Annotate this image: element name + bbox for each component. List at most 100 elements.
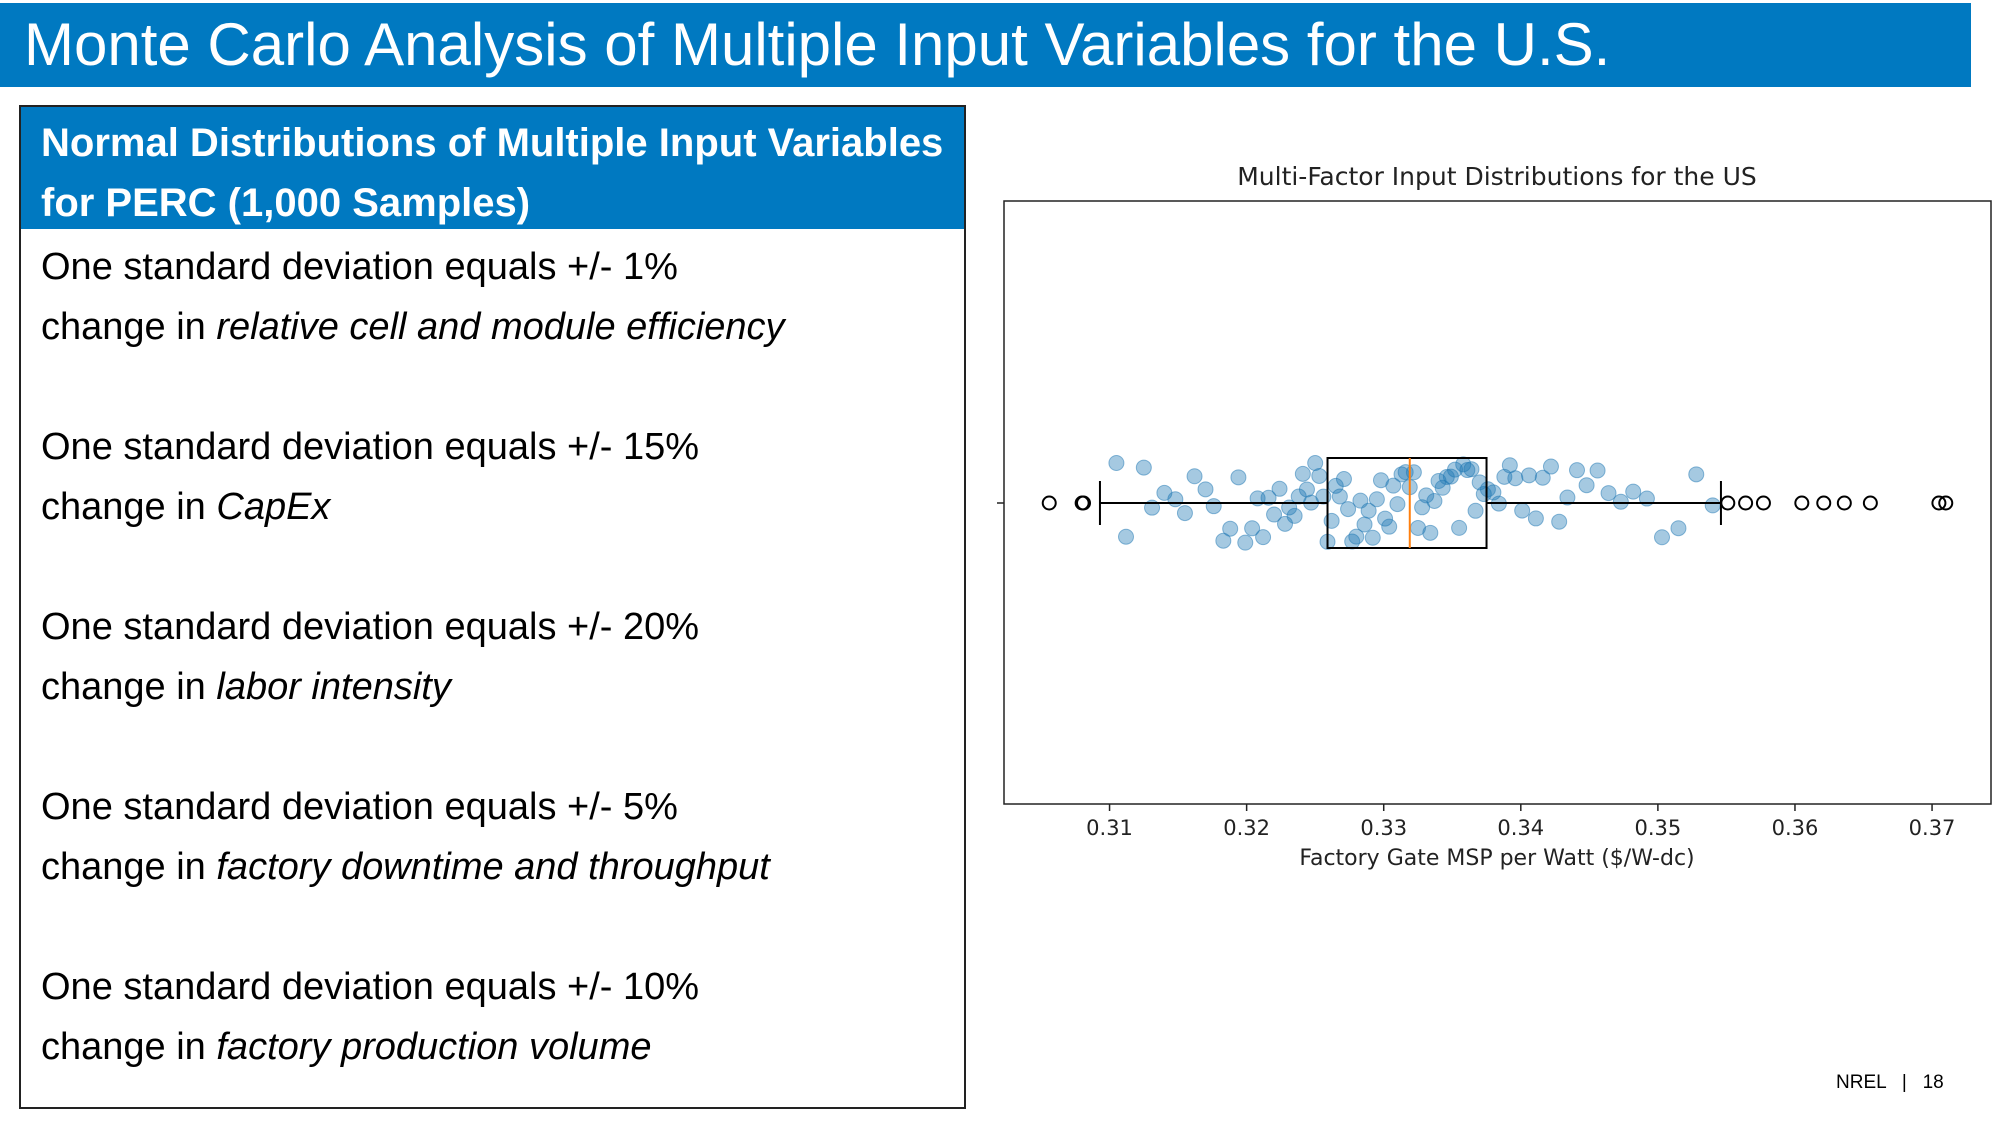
item-line: One standard deviation equals +/- 20% — [41, 606, 700, 648]
item: One standard deviation equals +/- 20% cha… — [21, 597, 964, 717]
sample-point — [1389, 496, 1406, 513]
sample-point — [1447, 461, 1464, 478]
sample-point — [1260, 489, 1277, 506]
item-line: One standard deviation equals +/- 5% — [41, 786, 678, 828]
outlier — [1041, 495, 1057, 511]
sample-point — [1625, 483, 1642, 500]
x-tick-label: 0.32 — [1223, 816, 1270, 840]
sample-point — [1654, 529, 1670, 546]
sample-point — [1589, 462, 1606, 479]
sample-point — [1167, 491, 1184, 508]
footer: NREL | 18 — [1836, 1072, 1944, 1094]
sample-point — [1298, 481, 1315, 498]
sample-point — [1670, 520, 1687, 537]
outlier — [1938, 495, 1954, 511]
sample-point — [1311, 467, 1328, 484]
sample-point — [1385, 477, 1402, 494]
sample-point — [1222, 520, 1239, 537]
outlier — [1720, 495, 1736, 511]
box — [1326, 457, 1488, 549]
sample-point — [1578, 477, 1595, 494]
outlier — [1794, 495, 1810, 511]
sample-point — [1569, 462, 1586, 479]
sample-point — [1135, 459, 1152, 476]
sample-point — [1286, 507, 1303, 524]
sample-point — [1307, 455, 1324, 472]
item-prefix: change in — [41, 666, 206, 708]
sample-point — [1230, 469, 1247, 486]
panel-title: Normal Distributions of Multiple Input V… — [21, 107, 964, 229]
sample-point — [1215, 532, 1232, 549]
sample-point — [1108, 455, 1125, 471]
sample-point — [1340, 501, 1357, 518]
sample-point — [1418, 487, 1435, 504]
outlier — [1816, 495, 1832, 511]
sample-point — [1559, 489, 1576, 506]
item-prefix: change in — [41, 486, 206, 528]
info-panel: Normal Distributions of Multiple Input V… — [19, 105, 966, 1109]
sample-point — [1271, 480, 1288, 497]
sample-point — [1426, 492, 1443, 509]
sample-point — [1356, 516, 1373, 533]
title-bar: Monte Carlo Analysis of Multiple Input V… — [0, 3, 1971, 87]
sample-point — [1364, 529, 1381, 546]
sample-point — [1118, 528, 1135, 545]
item-prefix: change in — [41, 846, 206, 888]
sample-point — [1176, 505, 1193, 522]
item-prefix: change in — [41, 306, 206, 348]
separator: | — [1885, 1072, 1923, 1093]
item-line: change in relative cell and module effic… — [41, 297, 964, 357]
sample-point — [1323, 512, 1340, 529]
outlier — [1076, 495, 1092, 511]
outlier — [1755, 495, 1771, 511]
item-line: One standard deviation equals +/- 1% — [41, 246, 678, 288]
sample-point — [1186, 468, 1203, 485]
sample-point — [1551, 513, 1568, 530]
x-tick-label: 0.37 — [1909, 816, 1956, 840]
sample-point — [1237, 534, 1254, 551]
outlier — [1738, 495, 1754, 511]
sample-point — [1600, 485, 1617, 502]
item: One standard deviation equals +/- 10% cha… — [21, 957, 964, 1077]
item-emphasis: factory production volume — [216, 1026, 652, 1068]
outlier — [1931, 495, 1947, 511]
sample-point — [1348, 528, 1365, 545]
sample-point — [1335, 471, 1352, 488]
sample-point — [1451, 519, 1468, 536]
item-line: change in factory downtime and throughpu… — [41, 837, 964, 897]
item-prefix: change in — [41, 1026, 206, 1068]
item: One standard deviation equals +/- 5% chan… — [21, 777, 964, 897]
item-line: change in CapEx — [41, 477, 964, 537]
chart-title: Multi-Factor Input Distributions for the… — [1237, 162, 1757, 191]
sample-point — [1205, 498, 1222, 515]
item-list: One standard deviation equals +/- 1% chan… — [21, 229, 964, 1077]
slide-title: Monte Carlo Analysis of Multiple Input V… — [24, 11, 1611, 78]
page-number: 18 — [1922, 1072, 1944, 1093]
sample-point — [1467, 502, 1484, 519]
item-line: One standard deviation equals +/- 10% — [41, 966, 700, 1008]
item: One standard deviation equals +/- 15% cha… — [21, 417, 964, 537]
sample-point — [1331, 488, 1348, 505]
sample-point — [1542, 458, 1559, 475]
item: One standard deviation equals +/- 1% chan… — [21, 237, 964, 357]
sample-point — [1197, 481, 1214, 498]
sample-point — [1315, 488, 1332, 505]
item-emphasis: labor intensity — [216, 666, 451, 708]
x-tick-label: 0.34 — [1497, 816, 1544, 840]
sample-point — [1266, 506, 1283, 523]
sample-point — [1360, 502, 1377, 519]
sample-point — [1534, 469, 1551, 486]
sample-point — [1381, 518, 1398, 535]
item-line: change in factory production volume — [41, 1017, 964, 1077]
item-emphasis: factory downtime and throughput — [216, 846, 770, 888]
item-line: One standard deviation equals +/- 15% — [41, 426, 700, 468]
item-emphasis: CapEx — [216, 486, 331, 528]
x-tick-label: 0.31 — [1086, 816, 1133, 840]
sample-point — [1704, 497, 1721, 514]
outlier — [1862, 495, 1878, 511]
sample-point — [1405, 464, 1422, 481]
item-line: change in labor intensity — [41, 657, 964, 717]
sample-point — [1527, 510, 1544, 527]
